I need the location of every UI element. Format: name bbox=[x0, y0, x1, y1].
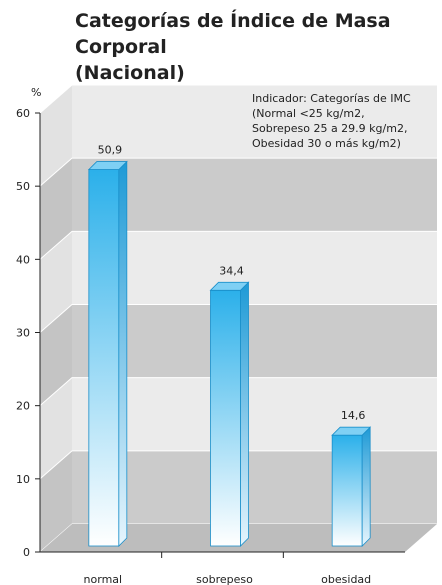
bar-side bbox=[361, 426, 371, 547]
wall-band bbox=[72, 450, 437, 524]
side-wall-band bbox=[40, 450, 72, 552]
bars bbox=[87, 160, 372, 547]
bar-side bbox=[240, 281, 249, 547]
wall-band bbox=[72, 304, 437, 378]
wall-band bbox=[72, 85, 437, 159]
y-tick-label: 20 bbox=[16, 400, 30, 413]
bar bbox=[331, 426, 372, 547]
annotation-line: Sobrepeso 25 a 29.9 kg/m2, bbox=[252, 122, 407, 135]
x-tick-label: obesidad bbox=[321, 573, 371, 585]
y-tick-label: 40 bbox=[16, 253, 30, 266]
annotation-line: Indicador: Categorías de IMC bbox=[252, 92, 411, 105]
side-wall-band bbox=[40, 377, 72, 479]
x-tick-label: sobrepeso bbox=[196, 573, 253, 585]
bar bbox=[209, 281, 250, 547]
gridline bbox=[39, 157, 437, 187]
side-wall-band bbox=[40, 304, 72, 406]
side-wall-band bbox=[40, 158, 72, 260]
side-wall-band bbox=[40, 85, 72, 187]
y-tick-label: 0 bbox=[23, 546, 30, 559]
annotation-line: Obesidad 30 o más kg/m2) bbox=[252, 137, 401, 150]
y-tick-label: 10 bbox=[16, 473, 30, 486]
bar-front bbox=[210, 289, 241, 547]
gridline bbox=[39, 304, 437, 333]
wall-band bbox=[72, 231, 437, 305]
y-tick-label: 60 bbox=[16, 107, 30, 120]
wall-band bbox=[72, 377, 437, 451]
bar-top bbox=[87, 161, 128, 170]
axes: 0 10 20 30 40 50 60% bbox=[16, 86, 405, 559]
bar-side bbox=[118, 160, 128, 547]
chart-background bbox=[39, 84, 437, 553]
wall-band bbox=[72, 158, 437, 232]
data-label: 34,4 bbox=[219, 264, 244, 277]
annotation-line: (Normal <25 kg/m2, bbox=[252, 107, 365, 120]
gridline bbox=[39, 84, 437, 114]
chart-title: Categorías de Índice de Masa Corporal (N… bbox=[75, 10, 391, 84]
bar-front bbox=[88, 169, 120, 547]
y-tick-label: 50 bbox=[16, 180, 30, 193]
x-tick-label: normal bbox=[84, 573, 123, 585]
data-label: 50,9 bbox=[98, 144, 123, 157]
gridline bbox=[39, 230, 437, 260]
side-wall-band bbox=[40, 231, 72, 333]
bar-top bbox=[209, 281, 250, 291]
labels: 50,9 normal 34,4 sobrepeso 14,6 obesidad Indic… bbox=[84, 92, 411, 585]
data-label: 14,6 bbox=[341, 409, 366, 422]
bar bbox=[87, 160, 128, 547]
y-tick-label: 30 bbox=[16, 327, 30, 340]
bar-front bbox=[331, 434, 363, 547]
y-axis-unit: % bbox=[31, 86, 41, 99]
gridline bbox=[39, 377, 437, 407]
bar-top bbox=[331, 426, 372, 436]
gridline bbox=[39, 450, 437, 480]
